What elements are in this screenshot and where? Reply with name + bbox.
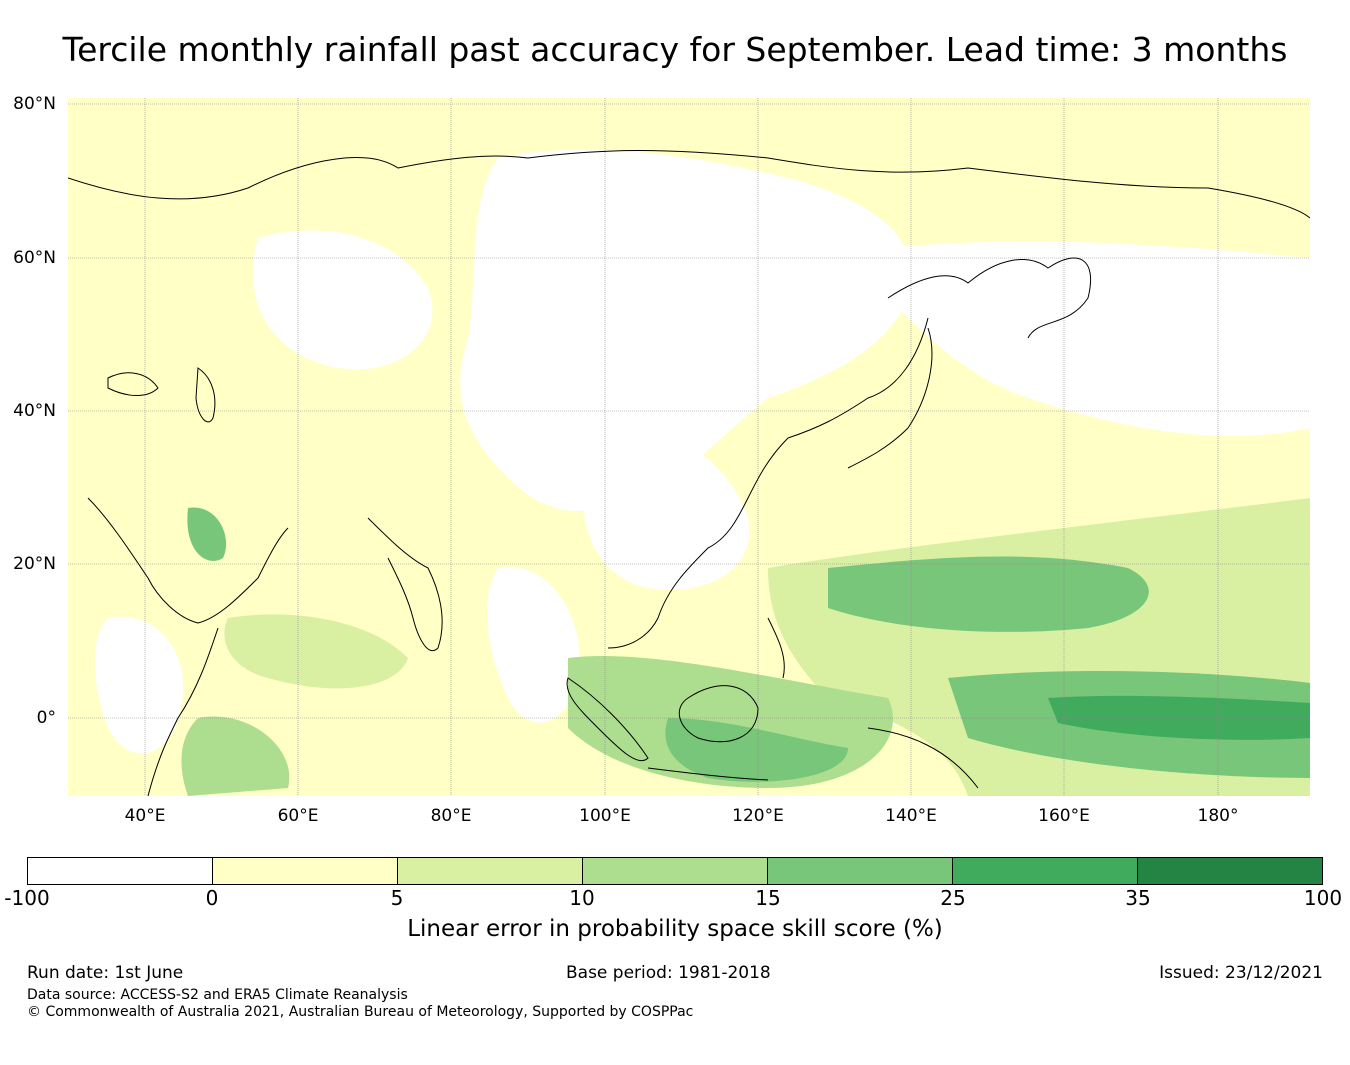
green-region-africa-east [181, 716, 290, 796]
colorbar [27, 857, 1323, 885]
coast-japan [847, 327, 933, 469]
lat-label-20n: 20°N [13, 554, 56, 574]
white-region-china [581, 426, 750, 590]
copyright: © Commonwealth of Australia 2021, Austra… [27, 1004, 694, 1020]
lat-label-40n: 40°N [13, 401, 56, 421]
lon-label-160e: 160°E [1038, 806, 1090, 826]
run-date: Run date: 1st June [27, 963, 184, 983]
white-region-pacific-north [888, 241, 1310, 437]
base-period: Base period: 1981-2018 [566, 963, 771, 983]
green-region-india-ocean [224, 614, 408, 689]
lon-label-40e: 40°E [124, 806, 166, 826]
lon-label-80e: 80°E [430, 806, 472, 826]
coast-arctic [68, 150, 1310, 219]
colorbar-segment-3 [398, 858, 583, 884]
coast-india [367, 517, 443, 651]
colorbar-tick: 35 [1125, 886, 1151, 910]
lat-label-60n: 60°N [13, 248, 56, 268]
colorbar-segment-5 [768, 858, 953, 884]
lat-label-0: 0° [36, 708, 56, 728]
coast-east-asia [607, 317, 929, 649]
lon-label-60e: 60°E [277, 806, 319, 826]
coast-java [647, 767, 769, 781]
coast-sumatra [566, 677, 649, 762]
colorbar-segment-2 [213, 858, 398, 884]
chart-title: Tercile monthly rainfall past accuracy f… [62, 30, 1288, 69]
green-region-indonesia [665, 718, 848, 782]
lon-label-140e: 140°E [885, 806, 937, 826]
data-source: Data source: ACCESS-S2 and ERA5 Climate … [27, 987, 408, 1003]
colorbar-label: Linear error in probability space skill … [407, 916, 943, 942]
colorbar-tick: 5 [390, 886, 404, 910]
coastlines [68, 150, 1310, 796]
skill-score-map [68, 98, 1310, 796]
coast-philippines [767, 617, 785, 679]
white-region-india [487, 566, 580, 723]
skill-fields [94, 149, 1310, 796]
colorbar-tick: -100 [4, 886, 50, 910]
coast-caspian [195, 367, 216, 423]
coast-new-guinea [867, 727, 979, 789]
colorbar-segment-4 [583, 858, 768, 884]
lon-label-120e: 120°E [732, 806, 784, 826]
green-region-pacific-band [828, 556, 1149, 632]
colorbar-segment-7 [1138, 858, 1322, 884]
coast-borneo [678, 685, 759, 743]
issued-date: Issued: 23/12/2021 [1159, 963, 1323, 983]
colorbar-tick: 0 [205, 886, 219, 910]
white-region-arabia [94, 616, 184, 754]
lon-label-180: 180° [1197, 806, 1239, 826]
coast-africa-east [147, 627, 219, 796]
gridlines [68, 98, 1310, 796]
white-region-central-asia [252, 230, 433, 370]
colorbar-tick: 15 [755, 886, 781, 910]
map-svg [68, 98, 1310, 796]
lon-label-100e: 100°E [579, 806, 631, 826]
white-region-siberia [460, 149, 912, 512]
colorbar-tick: 100 [1303, 886, 1343, 910]
coast-kamchatka-okhotsk [887, 257, 1092, 339]
coast-arabia [87, 497, 289, 624]
colorbar-tick: 25 [940, 886, 966, 910]
colorbar-segment-6 [953, 858, 1138, 884]
coast-black-sea [107, 372, 159, 396]
colorbar-segment-1 [28, 858, 213, 884]
lat-label-80n: 80°N [13, 94, 56, 114]
colorbar-tick: 10 [569, 886, 595, 910]
green-region-arabian-core [187, 507, 227, 561]
